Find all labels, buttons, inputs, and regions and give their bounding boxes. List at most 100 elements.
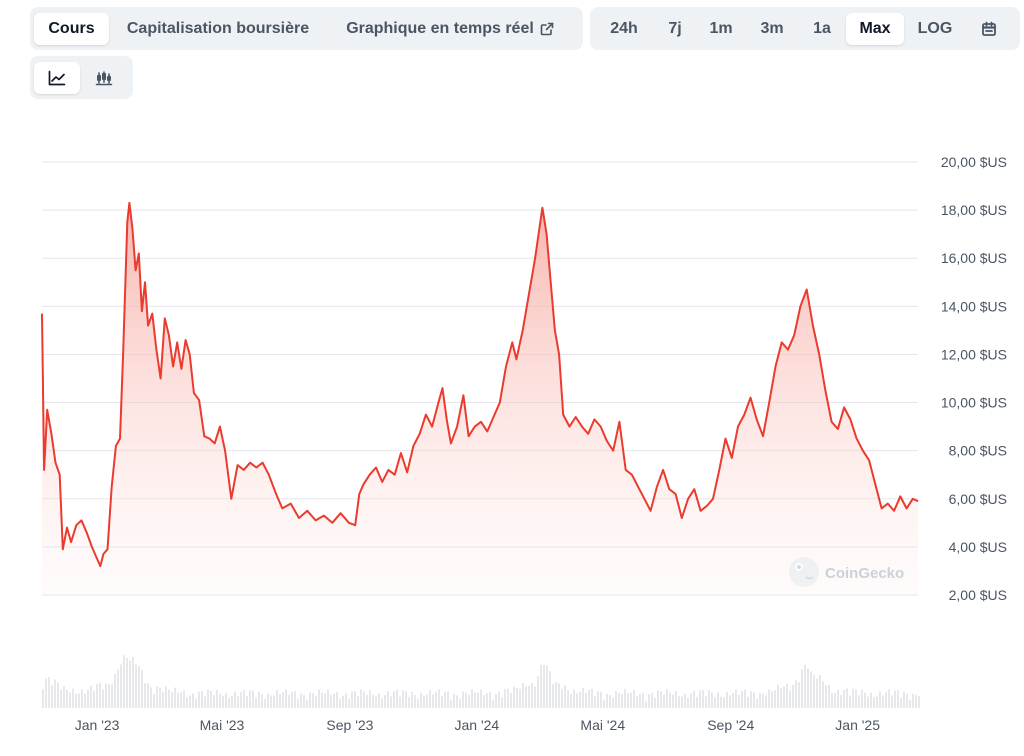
volume-bar: [708, 690, 710, 708]
volume-bar: [102, 689, 104, 708]
volume-bar: [780, 688, 782, 708]
volume-bar: [42, 689, 44, 708]
range-3m[interactable]: 3m: [760, 19, 784, 37]
volume-bar: [867, 696, 869, 708]
volume-bar: [531, 683, 533, 708]
volume-bar: [387, 691, 389, 708]
tab-capitalisation[interactable]: Capitalisation boursière: [126, 19, 310, 37]
volume-bar: [717, 692, 719, 708]
volume-bar: [114, 673, 116, 708]
volume-bar: [384, 694, 386, 708]
volume-bar: [885, 692, 887, 708]
y-tick-label: 12,00 $US: [941, 346, 1007, 362]
volume-bar: [861, 689, 863, 708]
volume-bar: [147, 683, 149, 708]
volume-bar: [435, 691, 437, 708]
external-link-icon: [540, 22, 554, 36]
volume-bar: [141, 670, 143, 708]
volume-bar: [489, 692, 491, 708]
volume-bar: [324, 693, 326, 708]
volume-bar: [342, 695, 344, 708]
volume-bar: [819, 674, 821, 708]
volume-bar: [231, 695, 233, 708]
volume-bar: [222, 696, 224, 708]
volume-bar: [915, 694, 917, 708]
volume-bar: [288, 695, 290, 708]
volume-bar: [465, 692, 467, 708]
volume-bar: [363, 691, 365, 708]
view-tab-group: Cours Capitalisation boursière Graphique…: [30, 7, 583, 50]
volume-bar: [213, 695, 215, 708]
range-1m[interactable]: 1m: [709, 19, 733, 37]
volume-bar: [894, 690, 896, 708]
volume-bar: [663, 694, 665, 708]
volume-bar: [666, 689, 668, 708]
range-7j[interactable]: 7j: [668, 19, 682, 37]
chart-type-toggle: [30, 56, 133, 99]
volume-bar: [513, 686, 515, 708]
date-picker-button[interactable]: [966, 13, 1012, 45]
y-tick-label: 14,00 $US: [941, 298, 1007, 314]
volume-bar: [411, 691, 413, 708]
volume-bar: [612, 697, 614, 708]
line-chart-icon: [48, 70, 66, 86]
tab-temps-reel[interactable]: Graphique en temps réel: [327, 13, 573, 45]
volume-bar: [519, 688, 521, 708]
volume-bar: [549, 671, 551, 708]
volume-bar: [93, 690, 95, 708]
volume-bar: [153, 693, 155, 708]
volume-bar: [99, 682, 101, 708]
volume-bar: [840, 694, 842, 708]
volume-bar: [570, 694, 572, 708]
range-24h[interactable]: 24h: [610, 19, 638, 37]
volume-bar: [240, 691, 242, 708]
volume-bar: [270, 695, 272, 708]
volume-bar: [495, 693, 497, 708]
volume-bar: [303, 695, 305, 708]
volume-bar: [477, 692, 479, 708]
y-tick-label: 8,00 $US: [949, 443, 1007, 459]
volume-bar: [834, 693, 836, 708]
volume-bar: [528, 685, 530, 708]
volume-bar: [648, 694, 650, 708]
volume-bar: [726, 691, 728, 708]
volume-bar: [633, 689, 635, 708]
volume-bar: [450, 699, 452, 708]
volume-bar: [870, 692, 872, 708]
volume-bar: [105, 683, 107, 708]
volume-bar: [657, 690, 659, 708]
line-chart-button[interactable]: [34, 61, 80, 94]
range-tab-group: 24h 7j 1m 3m 1a Max LOG: [590, 7, 1020, 50]
volume-bar: [354, 691, 356, 708]
volume-bar: [843, 689, 845, 708]
volume-bar: [774, 690, 776, 708]
volume-bar: [771, 691, 773, 708]
volume-bar: [522, 682, 524, 708]
log-toggle[interactable]: LOG: [917, 19, 953, 37]
y-tick-label: 4,00 $US: [949, 539, 1007, 555]
volume-bar: [168, 689, 170, 708]
range-max[interactable]: Max: [846, 12, 904, 45]
volume-bar: [675, 690, 677, 708]
volume-bar: [615, 690, 617, 708]
volume-bar: [402, 690, 404, 708]
volume-bar: [312, 693, 314, 708]
volume-bar: [720, 696, 722, 708]
volume-bar: [204, 696, 206, 708]
volume-bar: [765, 695, 767, 708]
volume-bar: [321, 692, 323, 708]
volume-bar: [198, 691, 200, 708]
range-1a[interactable]: 1a: [813, 19, 831, 37]
volume-bar: [621, 693, 623, 708]
y-axis: 20,00 $US 18,00 $US 16,00 $US 14,00 $US 12,0…: [941, 154, 1007, 603]
candlestick-button[interactable]: [80, 62, 128, 94]
volume-bar: [786, 683, 788, 708]
volume-bar: [456, 695, 458, 708]
volume-bar: [279, 694, 281, 708]
volume-bar: [396, 689, 398, 708]
tab-cours[interactable]: Cours: [34, 12, 109, 45]
volume-bar: [81, 689, 83, 708]
volume-bar: [876, 696, 878, 708]
volume-bar: [642, 693, 644, 708]
